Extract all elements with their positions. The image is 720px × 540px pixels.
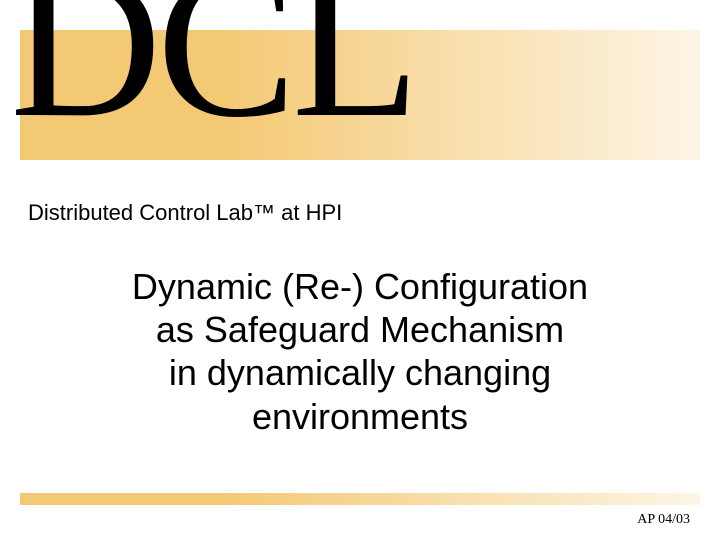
main-title: Dynamic (Re-) Configuration as Safeguard… bbox=[0, 265, 720, 438]
footer-text: AP 04/03 bbox=[637, 512, 690, 528]
title-line-2: as Safeguard Mechanism bbox=[156, 309, 564, 350]
footer-gradient-band bbox=[20, 493, 700, 505]
title-line-3: in dynamically changing bbox=[169, 352, 551, 393]
subtitle-text: Distributed Control Lab™ at HPI bbox=[28, 200, 342, 226]
title-line-4: environments bbox=[252, 396, 468, 437]
title-line-1: Dynamic (Re-) Configuration bbox=[132, 266, 588, 307]
logo-text: DCL bbox=[10, 0, 415, 150]
